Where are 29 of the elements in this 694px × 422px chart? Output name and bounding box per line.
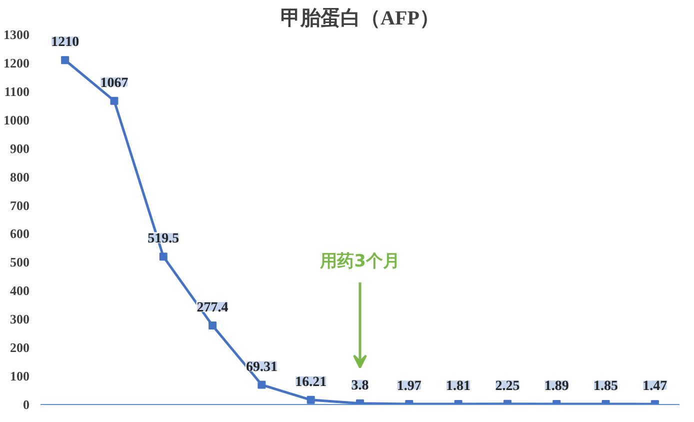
y-tick-label: 100 (10, 368, 30, 384)
data-label: 1067 (100, 76, 128, 91)
y-tick-label: 600 (10, 226, 30, 242)
y-tick-label: 1000 (4, 112, 30, 128)
data-label: 1.81 (446, 378, 471, 394)
data-label: 1210 (51, 35, 80, 50)
data-label: 1.85 (594, 378, 618, 394)
y-tick-label: 1300 (4, 27, 30, 42)
data-label: 1.47 (642, 379, 668, 394)
y-tick-label: 400 (10, 283, 30, 298)
data-label: 1.89 (544, 378, 569, 394)
y-tick-label: 800 (10, 169, 30, 184)
y-tick-label: 1200 (4, 55, 30, 70)
y-tick-label: 1100 (4, 84, 30, 99)
y-tick-label: 900 (10, 140, 30, 156)
data-label: 2.25 (495, 378, 520, 394)
y-tick-label: 0 (23, 397, 30, 412)
data-label: 519.5 (148, 232, 180, 247)
y-tick-label: 500 (10, 254, 30, 270)
data-label: 69.31 (246, 360, 278, 375)
chart-title: 甲胎蛋白（AFP） (280, 8, 440, 30)
y-tick-label: 700 (10, 198, 30, 213)
y-tick-label: 300 (10, 312, 30, 327)
data-label: 3.8 (351, 378, 369, 394)
data-label: 1.97 (396, 378, 422, 394)
annotation: 用药3个月 (319, 251, 400, 272)
data-label: 277.4 (196, 300, 228, 316)
y-tick-label: 200 (10, 340, 30, 356)
data-label: 16.21 (295, 374, 327, 390)
